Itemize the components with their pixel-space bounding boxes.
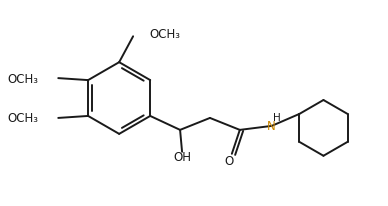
Text: OCH₃: OCH₃	[7, 72, 38, 85]
Text: O: O	[224, 154, 234, 167]
Text: H: H	[273, 112, 281, 122]
Text: OCH₃: OCH₃	[149, 28, 180, 41]
Text: OCH₃: OCH₃	[7, 112, 38, 125]
Text: OH: OH	[173, 151, 191, 164]
Text: N: N	[267, 120, 276, 133]
